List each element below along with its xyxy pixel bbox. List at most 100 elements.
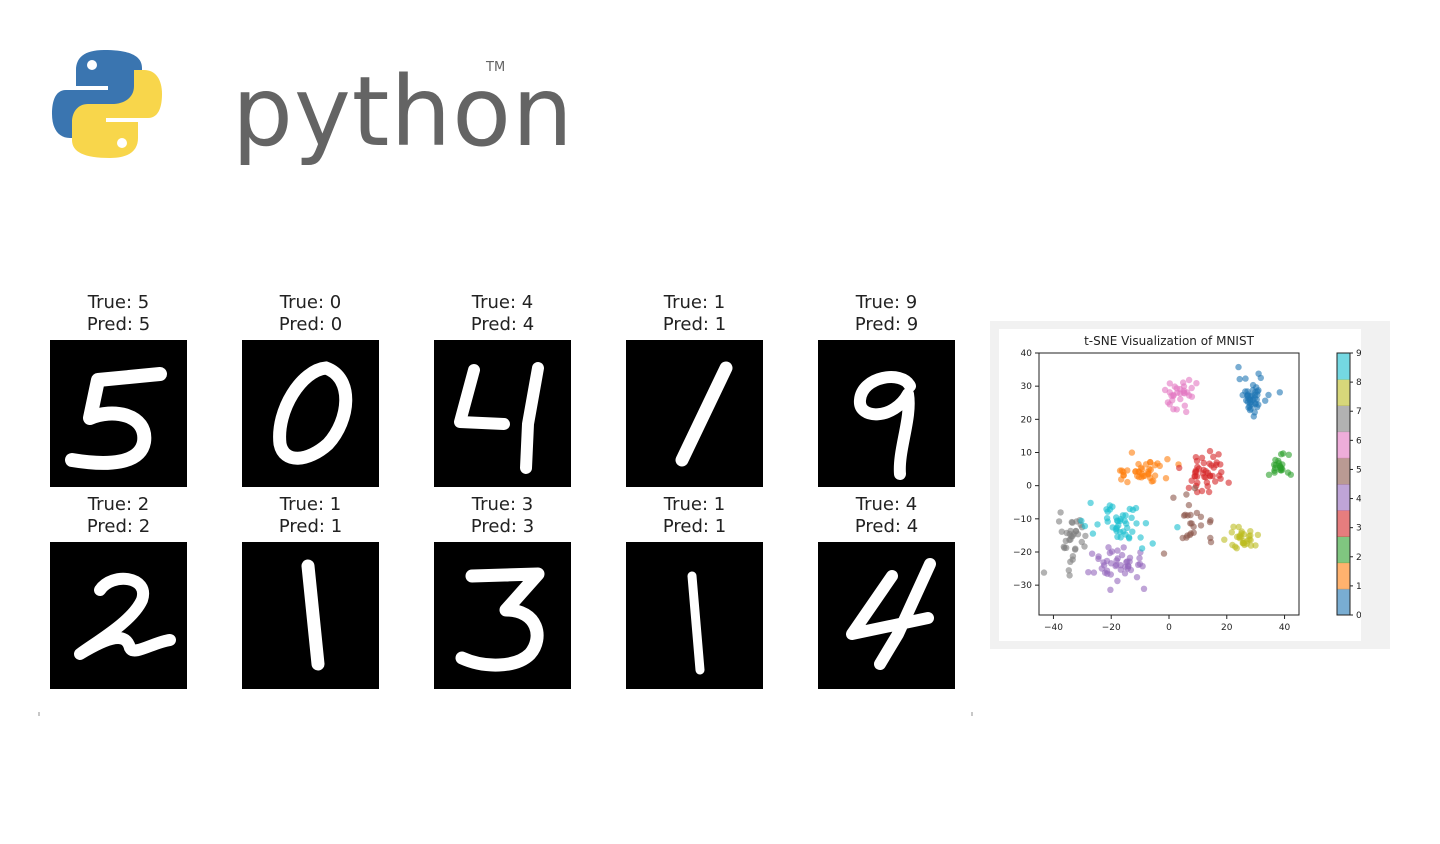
scatter-point — [1126, 535, 1133, 542]
scatter-point — [1120, 544, 1127, 551]
scatter-point — [1191, 485, 1199, 492]
scatter-point — [1122, 512, 1129, 519]
scatter-point — [1121, 570, 1129, 577]
scatter-point — [1162, 475, 1170, 482]
scatter-point — [1262, 397, 1269, 404]
scatter-point — [1113, 557, 1120, 564]
digit-image — [818, 542, 955, 689]
scatter-point — [1116, 467, 1124, 474]
digit-image — [50, 340, 187, 487]
scatter-point — [1114, 577, 1121, 585]
colorbar-tick-label: 2 — [1356, 553, 1361, 563]
scatter-point — [1100, 559, 1107, 566]
scatter-point — [1194, 463, 1201, 471]
scatter-point — [1176, 464, 1183, 472]
scatter-point — [1277, 464, 1284, 471]
digit-title: True: 1 Pred: 1 — [662, 494, 727, 537]
scatter-point — [1160, 550, 1168, 557]
scatter-point — [1185, 376, 1193, 384]
digit-title: True: 3 Pred: 3 — [470, 494, 535, 537]
x-tick-label: 20 — [1221, 623, 1233, 633]
mnist-prediction-grid: True: 5 Pred: 5 True: 0 Pred: 0 True: 4 … — [50, 292, 955, 689]
python-logo: python TM — [46, 38, 573, 163]
y-tick-label: 0 — [1026, 482, 1032, 492]
scatter-point — [1181, 402, 1188, 409]
scatter-point — [1095, 553, 1102, 560]
scatter-point — [1244, 391, 1252, 398]
colorbar-frame — [1336, 352, 1351, 616]
scatter-point — [1198, 487, 1206, 495]
digit-cell: True: 4 Pred: 4 — [818, 494, 955, 689]
scatter-point — [1081, 522, 1089, 530]
scatter-point — [1193, 380, 1200, 387]
digit-title: True: 4 Pred: 4 — [470, 292, 535, 335]
scatter-point — [1107, 571, 1114, 578]
scatter-point — [1094, 521, 1101, 528]
scatter-point — [1069, 553, 1077, 560]
scatter-point — [1089, 530, 1097, 537]
scatter-point — [1078, 517, 1085, 525]
scatter-point — [1246, 400, 1254, 407]
scatter-point — [1060, 543, 1067, 550]
digit-image — [626, 340, 763, 487]
digit-cell: True: 4 Pred: 4 — [434, 292, 571, 487]
colorbar-segment — [1337, 379, 1350, 406]
scatter-point — [1210, 453, 1217, 460]
scatter-point — [1066, 572, 1073, 579]
scatter-point — [1078, 538, 1085, 546]
scatter-point — [1156, 462, 1163, 470]
digit-image — [626, 542, 763, 689]
scatter-point — [1071, 546, 1079, 553]
scatter-point — [1207, 538, 1215, 546]
digit-title: True: 9 Pred: 9 — [854, 292, 919, 335]
scatter-point — [1090, 569, 1098, 576]
scatter-point — [1280, 450, 1287, 457]
trademark-symbol: TM — [486, 60, 506, 75]
x-tick-label: 0 — [1166, 623, 1172, 633]
colorbar-segment — [1337, 457, 1350, 485]
scatter-point — [1221, 536, 1228, 543]
scatter-point — [1171, 383, 1178, 390]
scatter-point — [1139, 563, 1146, 570]
colorbar-tick-label: 1 — [1356, 582, 1361, 592]
scatter-point — [1193, 473, 1201, 480]
scatter-point — [1239, 391, 1246, 399]
digit-title: True: 5 Pred: 5 — [86, 292, 151, 335]
scatter-point — [1087, 499, 1094, 507]
scatter-point — [1040, 569, 1048, 576]
scatter-point — [1272, 456, 1279, 464]
scatter-point — [1183, 491, 1190, 498]
scatter-point — [1197, 522, 1205, 529]
x-tick-label: −40 — [1044, 623, 1063, 633]
scatter-point — [1108, 548, 1116, 555]
colorbar-tick-label: 9 — [1356, 349, 1361, 359]
colorbar-tick-label: 0 — [1356, 611, 1361, 621]
scatter-point — [1069, 519, 1076, 526]
tsne-chart-panel: t-SNE Visualization of MNIST −40 −20 0 20 40−… — [990, 321, 1390, 649]
scatter-point — [1217, 475, 1224, 482]
scatter-point — [1151, 472, 1159, 479]
scatter-point — [1239, 539, 1246, 547]
scatter-point — [1249, 381, 1257, 389]
scatter-point — [1085, 569, 1092, 576]
scatter-point — [1072, 528, 1080, 535]
scatter-point — [1129, 506, 1137, 513]
scatter-point — [1180, 379, 1187, 386]
scatter-point — [1142, 520, 1150, 527]
python-logo-icon — [52, 50, 162, 158]
y-tick-label: −10 — [1013, 515, 1032, 525]
scatter-point — [1166, 401, 1173, 408]
scatter-point — [1225, 479, 1232, 486]
scatter-point — [1067, 558, 1074, 565]
x-tick-label: 40 — [1279, 623, 1291, 633]
digit-title: True: 1 Pred: 1 — [662, 292, 727, 335]
scatter-point — [1126, 558, 1133, 565]
scatter-point — [1109, 503, 1116, 510]
scatter-point — [1182, 511, 1189, 518]
digit-image — [50, 542, 187, 689]
scatter-point — [1129, 528, 1136, 535]
y-tick-label: −30 — [1013, 581, 1032, 591]
scatter-point — [1198, 454, 1206, 461]
colorbar-segment — [1337, 536, 1350, 564]
scatter-point — [1140, 585, 1148, 592]
